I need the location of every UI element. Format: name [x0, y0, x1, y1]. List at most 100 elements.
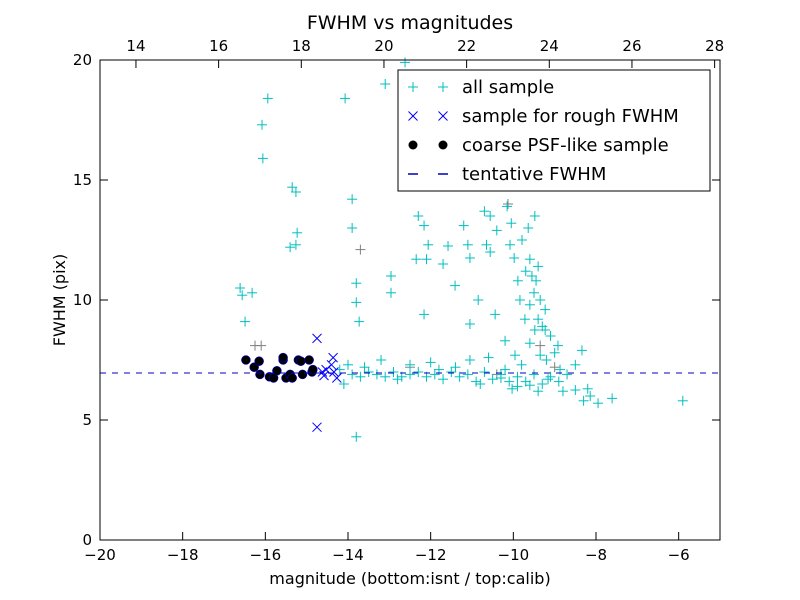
gray-sample-point: [256, 340, 267, 351]
all-sample-point: [562, 369, 573, 380]
all-sample-point: [537, 321, 548, 332]
all-sample-point: [380, 79, 391, 89]
all-sample-point: [419, 309, 430, 320]
all-sample-point: [421, 254, 432, 265]
all-sample-point: [524, 254, 535, 265]
all-sample-point: [570, 359, 581, 370]
x-tick-label: −16: [250, 546, 282, 564]
all-sample-point: [535, 295, 546, 305]
all-sample-point: [506, 218, 517, 229]
psf-like-point: [241, 355, 251, 365]
all-sample-point: [505, 239, 516, 250]
rough-fwhm-point: [312, 422, 322, 433]
all-sample-point: [454, 371, 465, 382]
top-x-tick-label: 14: [126, 37, 145, 55]
gray-sample-point: [502, 199, 513, 209]
all-sample-point: [520, 376, 531, 387]
all-sample-point: [516, 359, 527, 370]
all-sample-point: [507, 383, 518, 394]
all-sample-point: [529, 325, 540, 335]
all-sample-point: [540, 304, 551, 315]
all-sample-point: [533, 261, 544, 272]
all-sample-point: [495, 369, 506, 380]
all-sample-point: [582, 383, 593, 394]
gray-sample-point: [549, 362, 560, 373]
gray-sample-point: [535, 340, 546, 351]
all-sample-point: [400, 57, 411, 68]
legend-item: all sample: [408, 77, 554, 98]
all-sample-point: [545, 331, 556, 341]
all-sample-point: [351, 297, 362, 308]
cross-b: [317, 367, 328, 377]
all-sample-point: [578, 395, 589, 406]
x-marker-icon: [408, 111, 418, 121]
all-sample-point: [576, 345, 587, 356]
all-sample-point: [490, 309, 501, 320]
all-sample-point: [485, 247, 496, 257]
cross-b: [319, 370, 329, 381]
all-sample-point: [240, 316, 251, 327]
rough-fwhm-point: [331, 373, 342, 383]
rough-fwhm-point: [319, 370, 329, 381]
cross-b: [312, 333, 322, 344]
top-x-tick-label: 26: [622, 37, 641, 55]
top-x-tick-label: 16: [209, 37, 228, 55]
all-sample-point: [557, 386, 568, 397]
legend-label: sample for rough FWHM: [462, 106, 679, 127]
all-sample-point: [491, 225, 502, 236]
all-sample-point: [519, 314, 530, 325]
legend-label: tentative FWHM: [462, 164, 606, 185]
cross-b: [328, 352, 338, 363]
all-sample-point: [413, 211, 424, 221]
all-sample-point: [512, 371, 523, 382]
dot-marker-icon: [408, 140, 418, 150]
all-sample-point: [443, 241, 454, 251]
rough-fwhm-point: [329, 367, 339, 377]
all-sample-point: [347, 223, 358, 233]
top-x-tick-label: 28: [705, 37, 724, 55]
rough-fwhm-point: [317, 367, 328, 377]
all-sample-point: [347, 194, 358, 205]
chart-title: FWHM vs magnitudes: [307, 12, 513, 34]
all-sample-point: [235, 283, 246, 293]
dot-marker-icon: [438, 140, 448, 150]
all-sample-point: [290, 239, 301, 250]
all-sample-point: [347, 369, 358, 380]
plus-marker-icon: [438, 82, 448, 92]
legend-label: coarse PSF-like sample: [462, 135, 669, 156]
all-sample-point: [479, 206, 490, 217]
all-sample-point: [438, 259, 449, 269]
all-sample-point: [483, 352, 494, 363]
all-sample-point: [438, 374, 449, 385]
all-sample-point: [471, 376, 482, 387]
all-sample-point: [421, 371, 432, 382]
legend: all sample sample for rough FWHM coarse PS…: [397, 69, 711, 192]
cross-b: [438, 111, 448, 121]
all-sample-point: [285, 242, 296, 253]
x-tick-label: −12: [415, 546, 447, 564]
all-sample-point: [338, 379, 349, 389]
psf-like-point: [255, 369, 265, 380]
all-sample-point: [450, 280, 461, 291]
all-sample-point: [485, 211, 496, 221]
all-sample-point: [524, 338, 535, 349]
all-sample-point: [479, 367, 490, 377]
all-sample-point: [464, 355, 475, 365]
top-x-tick-label: 22: [457, 37, 476, 55]
all-sample-point: [446, 367, 457, 377]
all-sample-point: [257, 153, 268, 164]
all-sample-point: [529, 369, 539, 380]
x-tick-label: −20: [84, 546, 116, 564]
all-sample-point: [500, 364, 511, 375]
all-sample-point: [541, 355, 552, 365]
legend-item: sample for rough FWHM: [408, 106, 679, 127]
all-sample-point: [257, 119, 268, 130]
all-sample-point: [523, 223, 534, 233]
x-tick-label: −8: [585, 546, 607, 564]
psf-like-point: [304, 355, 314, 365]
all-sample-point: [371, 369, 382, 380]
all-sample-point: [487, 374, 498, 385]
all-sample-point: [533, 314, 544, 325]
all-sample-point: [585, 391, 596, 401]
y-tick-label: 20: [73, 51, 92, 69]
